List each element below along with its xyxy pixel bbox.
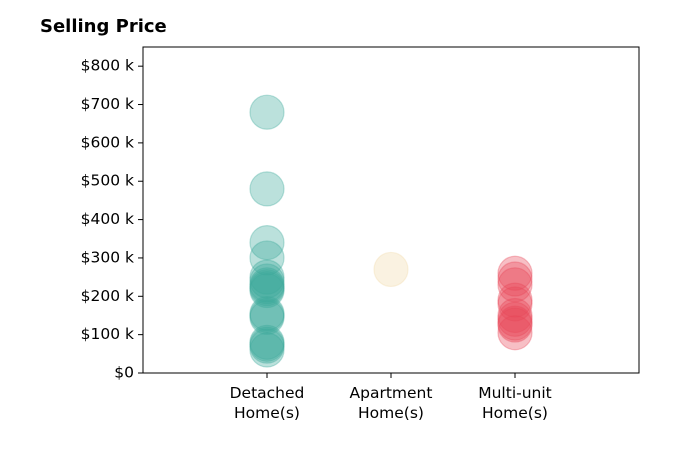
y-tick-label: $100 k <box>81 325 134 343</box>
data-point-0-13 <box>249 324 285 360</box>
data-point-0-1 <box>249 171 285 207</box>
y-axis-ticks: $0 $100 k $200 k $300 k $400 k $500 k $600 k $7… <box>81 57 143 382</box>
data-point-2-2 <box>497 267 533 303</box>
chart-title: Selling Price <box>40 16 167 37</box>
y-tick-label: $700 k <box>81 95 134 113</box>
data-point-0-6 <box>249 267 285 303</box>
data-points <box>249 94 533 368</box>
x-tick-label: Multi-unit Home(s) <box>478 384 552 422</box>
data-point-2-3 <box>497 282 533 318</box>
data-point-0-5 <box>249 263 285 299</box>
plot-frame <box>142 46 640 374</box>
data-point-0-16 <box>249 332 285 368</box>
data-point-2-4 <box>497 286 533 322</box>
y-tick-label: $800 k <box>81 57 134 75</box>
data-point-1-0 <box>373 251 409 288</box>
data-point-2-7 <box>497 305 533 341</box>
data-point-0-9 <box>249 272 285 309</box>
data-point-2-5 <box>497 297 533 334</box>
data-point-0-8 <box>249 271 285 307</box>
y-tick-label: $600 k <box>81 133 134 151</box>
data-point-2-1 <box>497 261 533 297</box>
data-point-2-6 <box>497 301 533 337</box>
data-point-0-12 <box>249 299 285 335</box>
data-point-0-2 <box>249 225 285 261</box>
data-point-2-0 <box>497 255 533 291</box>
y-tick-label: $400 k <box>81 210 134 228</box>
y-tick-label: $0 <box>114 364 134 382</box>
data-point-0-10 <box>249 295 285 332</box>
x-tick-label: Apartment Home(s) <box>350 384 433 422</box>
y-tick-label: $300 k <box>81 248 134 266</box>
x-axis-ticks: Detached Home(s) Apartment Home(s) Multi-uni… <box>230 373 552 422</box>
data-point-0-14 <box>249 326 285 362</box>
data-point-0-4 <box>249 259 285 295</box>
data-point-0-7 <box>249 269 285 305</box>
x-tick-label: Detached Home(s) <box>230 384 305 422</box>
data-point-0-0 <box>249 94 285 130</box>
y-tick-label: $200 k <box>81 287 134 305</box>
data-point-0-15 <box>249 328 285 364</box>
data-point-0-11 <box>249 297 285 334</box>
y-tick-label: $500 k <box>81 172 134 190</box>
data-point-2-9 <box>497 315 533 351</box>
data-point-2-8 <box>497 307 533 343</box>
data-point-0-3 <box>249 240 285 276</box>
